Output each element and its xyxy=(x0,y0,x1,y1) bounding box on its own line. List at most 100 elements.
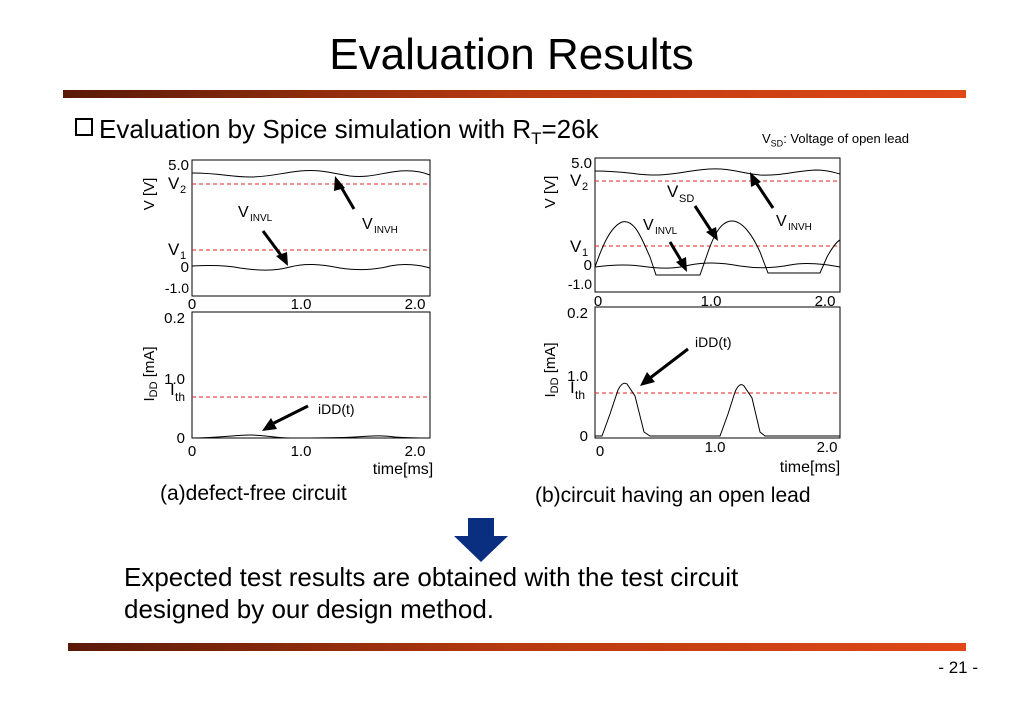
ith-label: I xyxy=(570,378,575,397)
i-tick-top: 0.2 xyxy=(164,310,185,327)
x-tick-0: 0 xyxy=(596,443,604,460)
x-tick-1: 1.0 xyxy=(291,296,312,313)
vinvl-label-sub: INVL xyxy=(655,226,678,237)
idd-arrow xyxy=(649,347,689,380)
idd-arrowhead xyxy=(640,372,655,386)
idd-trace xyxy=(595,382,840,437)
x-tick-2: 2.0 xyxy=(817,439,838,456)
title-underline-bar xyxy=(63,90,966,98)
vsd-label: V xyxy=(667,182,679,201)
vinvh-label: V xyxy=(776,213,787,230)
x-tick-0: 0 xyxy=(188,296,196,313)
vinvl-arrow xyxy=(261,230,285,259)
idd-arrow xyxy=(271,404,309,426)
ith-label-sub: th xyxy=(575,388,585,402)
x-axis-label: time[ms] xyxy=(373,461,433,478)
vinvl-label-sub: INVL xyxy=(250,213,273,224)
idd-label: iDD(t) xyxy=(695,334,732,350)
vsd-note: VSD: Voltage of open lead xyxy=(762,131,909,149)
bullet-box-icon xyxy=(75,118,93,136)
i-tick-mid: 1.0 xyxy=(567,368,588,385)
v-axis-label: V [V] xyxy=(542,176,559,209)
x-tick-2: 2.0 xyxy=(405,443,426,460)
v-axis-label: V [V] xyxy=(141,178,158,211)
note-v: V xyxy=(762,131,771,146)
caption-b: (b)circuit having an open lead xyxy=(535,484,811,507)
caption-a: (a)defect-free circuit xyxy=(160,482,347,505)
v-tick-top: 5.0 xyxy=(571,155,592,172)
bullet-line: Evaluation by Spice simulation with RT=2… xyxy=(75,114,599,149)
conclusion-text: Expected test results are obtained with … xyxy=(124,561,738,625)
x-tick-2: 2.0 xyxy=(405,296,426,313)
note-sub: SD xyxy=(770,138,784,149)
v1-label: V xyxy=(168,240,180,259)
v-panel-a: 5.0 V 2 V 1 0 -1.0 V [V] 0 1.0 2.0 V INV… xyxy=(141,157,431,313)
vinvh-trace xyxy=(594,168,841,176)
i-panel-a: 0.2 1.0 I th 0 IDD [mA] 0 1.0 2.0 time[m… xyxy=(141,310,433,478)
footer-bar xyxy=(68,643,966,651)
v-tick-zero: 0 xyxy=(584,257,592,274)
ith-label: I xyxy=(170,380,175,399)
i-tick-zero: 0 xyxy=(177,430,185,447)
v1-label: V xyxy=(570,237,582,256)
v-tick-top: 5.0 xyxy=(168,157,189,174)
v-tick-bottom: -1.0 xyxy=(568,276,592,292)
i-panel-b: 0.2 1.0 I th 0 IDD [mA] 0 1.0 2.0 time[m… xyxy=(542,305,841,476)
i-axis-label: IDD [mA] xyxy=(141,346,160,401)
vinvh-arrowhead xyxy=(750,172,761,187)
vinvl-label: V xyxy=(238,204,249,221)
i-tick-top: 0.2 xyxy=(567,305,588,322)
vinvh-label-sub: INVH xyxy=(788,222,812,233)
i-axis-label: IDD [mA] xyxy=(542,342,561,397)
vinvl-label: V xyxy=(643,217,654,234)
vinvl-trace xyxy=(191,264,431,271)
vinvl-arrow xyxy=(668,241,684,263)
vinvl-trace xyxy=(594,262,841,269)
idd-trace xyxy=(191,434,431,439)
v2-label-sub: 2 xyxy=(582,181,588,193)
vinvl-arrowhead xyxy=(676,257,687,272)
v1-label-sub: 1 xyxy=(180,250,186,262)
ith-label-sub: th xyxy=(175,390,185,404)
x-tick-0: 0 xyxy=(188,443,196,460)
vinvh-arrow xyxy=(338,184,356,210)
vsd-label-sub: SD xyxy=(679,193,694,205)
vinvh-label-sub: INVH xyxy=(374,225,398,236)
vsd-trace xyxy=(594,220,841,276)
vinvh-label: V xyxy=(362,216,373,233)
i-tick-zero: 0 xyxy=(580,428,588,445)
vsd-arrow xyxy=(693,205,714,233)
v-tick-zero: 0 xyxy=(181,259,189,276)
v-panel-b: 5.0 V 2 V 1 0 -1.0 V [V] 0 1.0 2.0 V SD … xyxy=(542,155,841,310)
figure-b: 5.0 V 2 V 1 0 -1.0 V [V] 0 1.0 2.0 V SD … xyxy=(542,155,841,476)
x-tick-1: 1.0 xyxy=(701,293,722,310)
conclusion-line-2: designed by our design method. xyxy=(124,594,495,624)
vinvh-trace xyxy=(191,170,431,178)
idd-label: iDD(t) xyxy=(318,401,355,417)
down-arrow-icon xyxy=(454,518,508,562)
idd-arrowhead xyxy=(262,418,277,431)
v1-label-sub: 1 xyxy=(582,247,588,259)
bullet-text: Evaluation by Spice simulation with R xyxy=(99,114,532,144)
x-tick-0: 0 xyxy=(594,293,602,310)
page-number: - 21 - xyxy=(938,658,978,677)
x-tick-1: 1.0 xyxy=(705,439,726,456)
v2-label-sub: 2 xyxy=(180,184,186,196)
vinvh-arrowhead xyxy=(334,176,345,191)
bullet-subscript: T xyxy=(531,129,542,149)
v2-label: V xyxy=(168,174,180,193)
vinvh-arrow xyxy=(753,180,775,209)
x-tick-2: 2.0 xyxy=(815,293,836,310)
vinvl-arrowhead xyxy=(276,252,288,266)
vsd-arrowhead xyxy=(706,227,718,241)
figure-a: 5.0 V 2 V 1 0 -1.0 V [V] 0 1.0 2.0 V INV… xyxy=(141,157,433,478)
v-tick-bottom: -1.0 xyxy=(165,280,189,296)
v2-label: V xyxy=(570,171,582,190)
note-rest: : Voltage of open lead xyxy=(783,131,909,146)
bullet-tail: =26k xyxy=(541,114,599,144)
i-tick-mid: 1.0 xyxy=(164,371,185,388)
slide-title: Evaluation Results xyxy=(329,30,694,79)
x-tick-1: 1.0 xyxy=(291,443,312,460)
x-axis-label: time[ms] xyxy=(780,459,840,476)
conclusion-line-1: Expected test results are obtained with … xyxy=(124,562,739,592)
